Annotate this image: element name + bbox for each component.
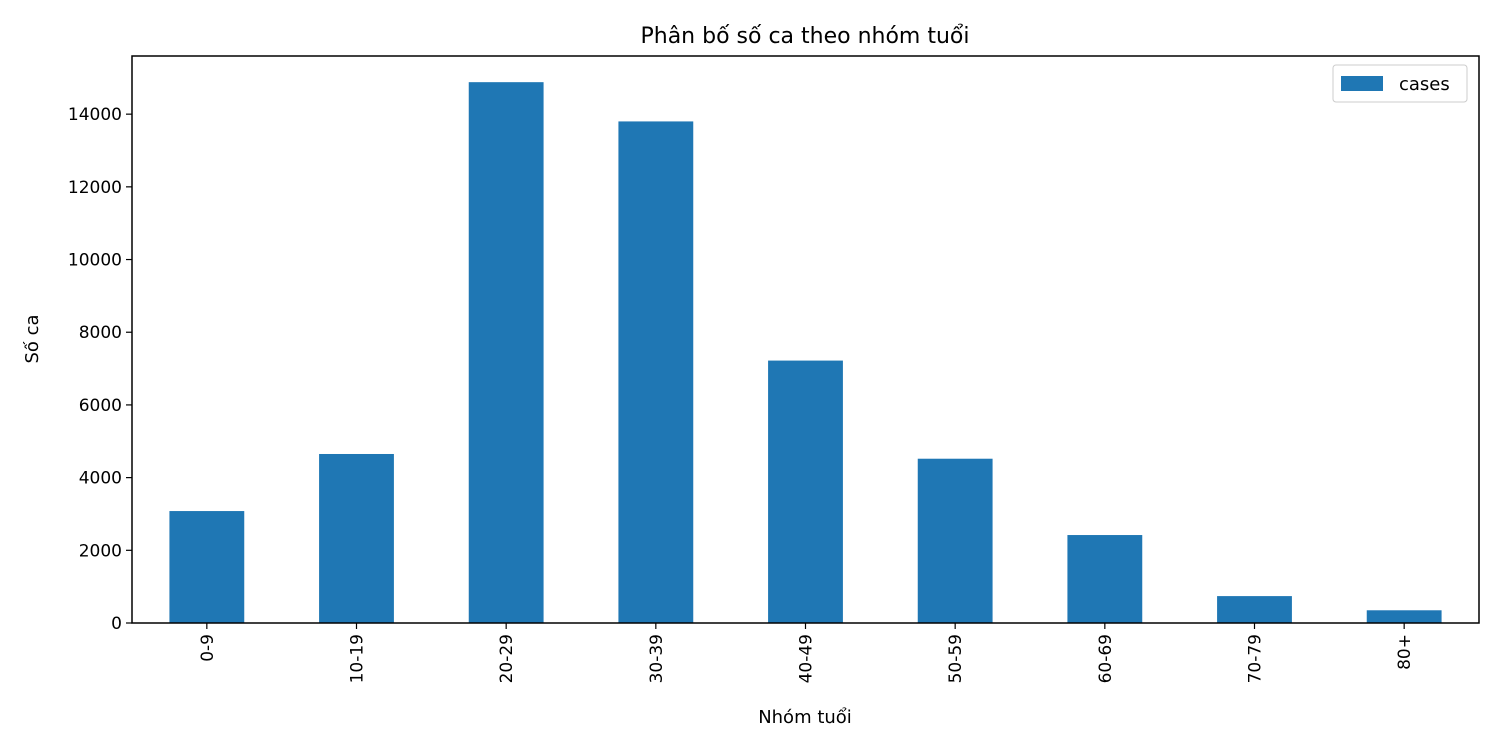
x-axis-label: Nhóm tuổi	[758, 707, 852, 728]
legend-label: cases	[1399, 74, 1450, 95]
legend-frame	[1332, 64, 1468, 103]
y-tick-label: 2000	[79, 541, 122, 561]
bars-group	[169, 82, 1442, 624]
x-tick-label: 10-19	[348, 634, 368, 683]
x-tick-label: 0-9	[198, 634, 218, 662]
x-axis-ticks: 0-9 10-19 20-29 30-39 40-49 50-59 60-69 70-79 80…	[198, 623, 1415, 683]
bar-0-9	[169, 511, 245, 623]
x-tick-label: 30-39	[647, 634, 667, 683]
bar-30-39	[618, 121, 694, 624]
bar-60-69	[1067, 535, 1143, 623]
x-tick-label: 70-79	[1246, 634, 1266, 683]
y-tick-label: 14000	[68, 105, 122, 125]
y-axis-label: Số ca	[22, 314, 43, 363]
x-tick-label: 40-49	[797, 634, 817, 683]
y-tick-label: 6000	[79, 396, 122, 416]
x-tick-label: 50-59	[946, 634, 966, 683]
x-tick-label: 80+	[1395, 634, 1415, 670]
y-axis-ticks: 0 2000 4000 6000 8000 10000 12000 14000	[68, 105, 132, 634]
x-tick-label: 20-29	[497, 634, 517, 683]
bar-10-19	[319, 453, 394, 623]
chart-title: Phân bố số ca theo nhóm tuổi	[640, 24, 969, 49]
bar-40-49	[768, 360, 843, 623]
bar-20-29	[468, 82, 544, 624]
bar-50-59	[917, 458, 993, 623]
bar-70-79	[1217, 596, 1292, 623]
y-tick-label: 0	[111, 614, 122, 634]
y-tick-label: 4000	[79, 469, 122, 489]
x-tick-label: 60-69	[1096, 634, 1116, 683]
y-tick-label: 12000	[68, 178, 122, 198]
legend: cases	[1332, 64, 1468, 103]
y-tick-label: 10000	[68, 251, 122, 271]
legend-swatch	[1341, 76, 1383, 91]
bar-80+	[1366, 610, 1442, 623]
y-tick-label: 8000	[79, 323, 122, 343]
